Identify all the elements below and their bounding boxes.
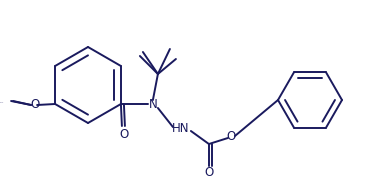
Text: O: O (204, 166, 213, 179)
Text: O: O (119, 127, 128, 140)
Text: methoxy: methoxy (0, 101, 4, 103)
Text: N: N (149, 97, 157, 110)
Text: O: O (30, 98, 40, 112)
Text: HN: HN (172, 122, 190, 135)
Text: O: O (226, 130, 236, 142)
